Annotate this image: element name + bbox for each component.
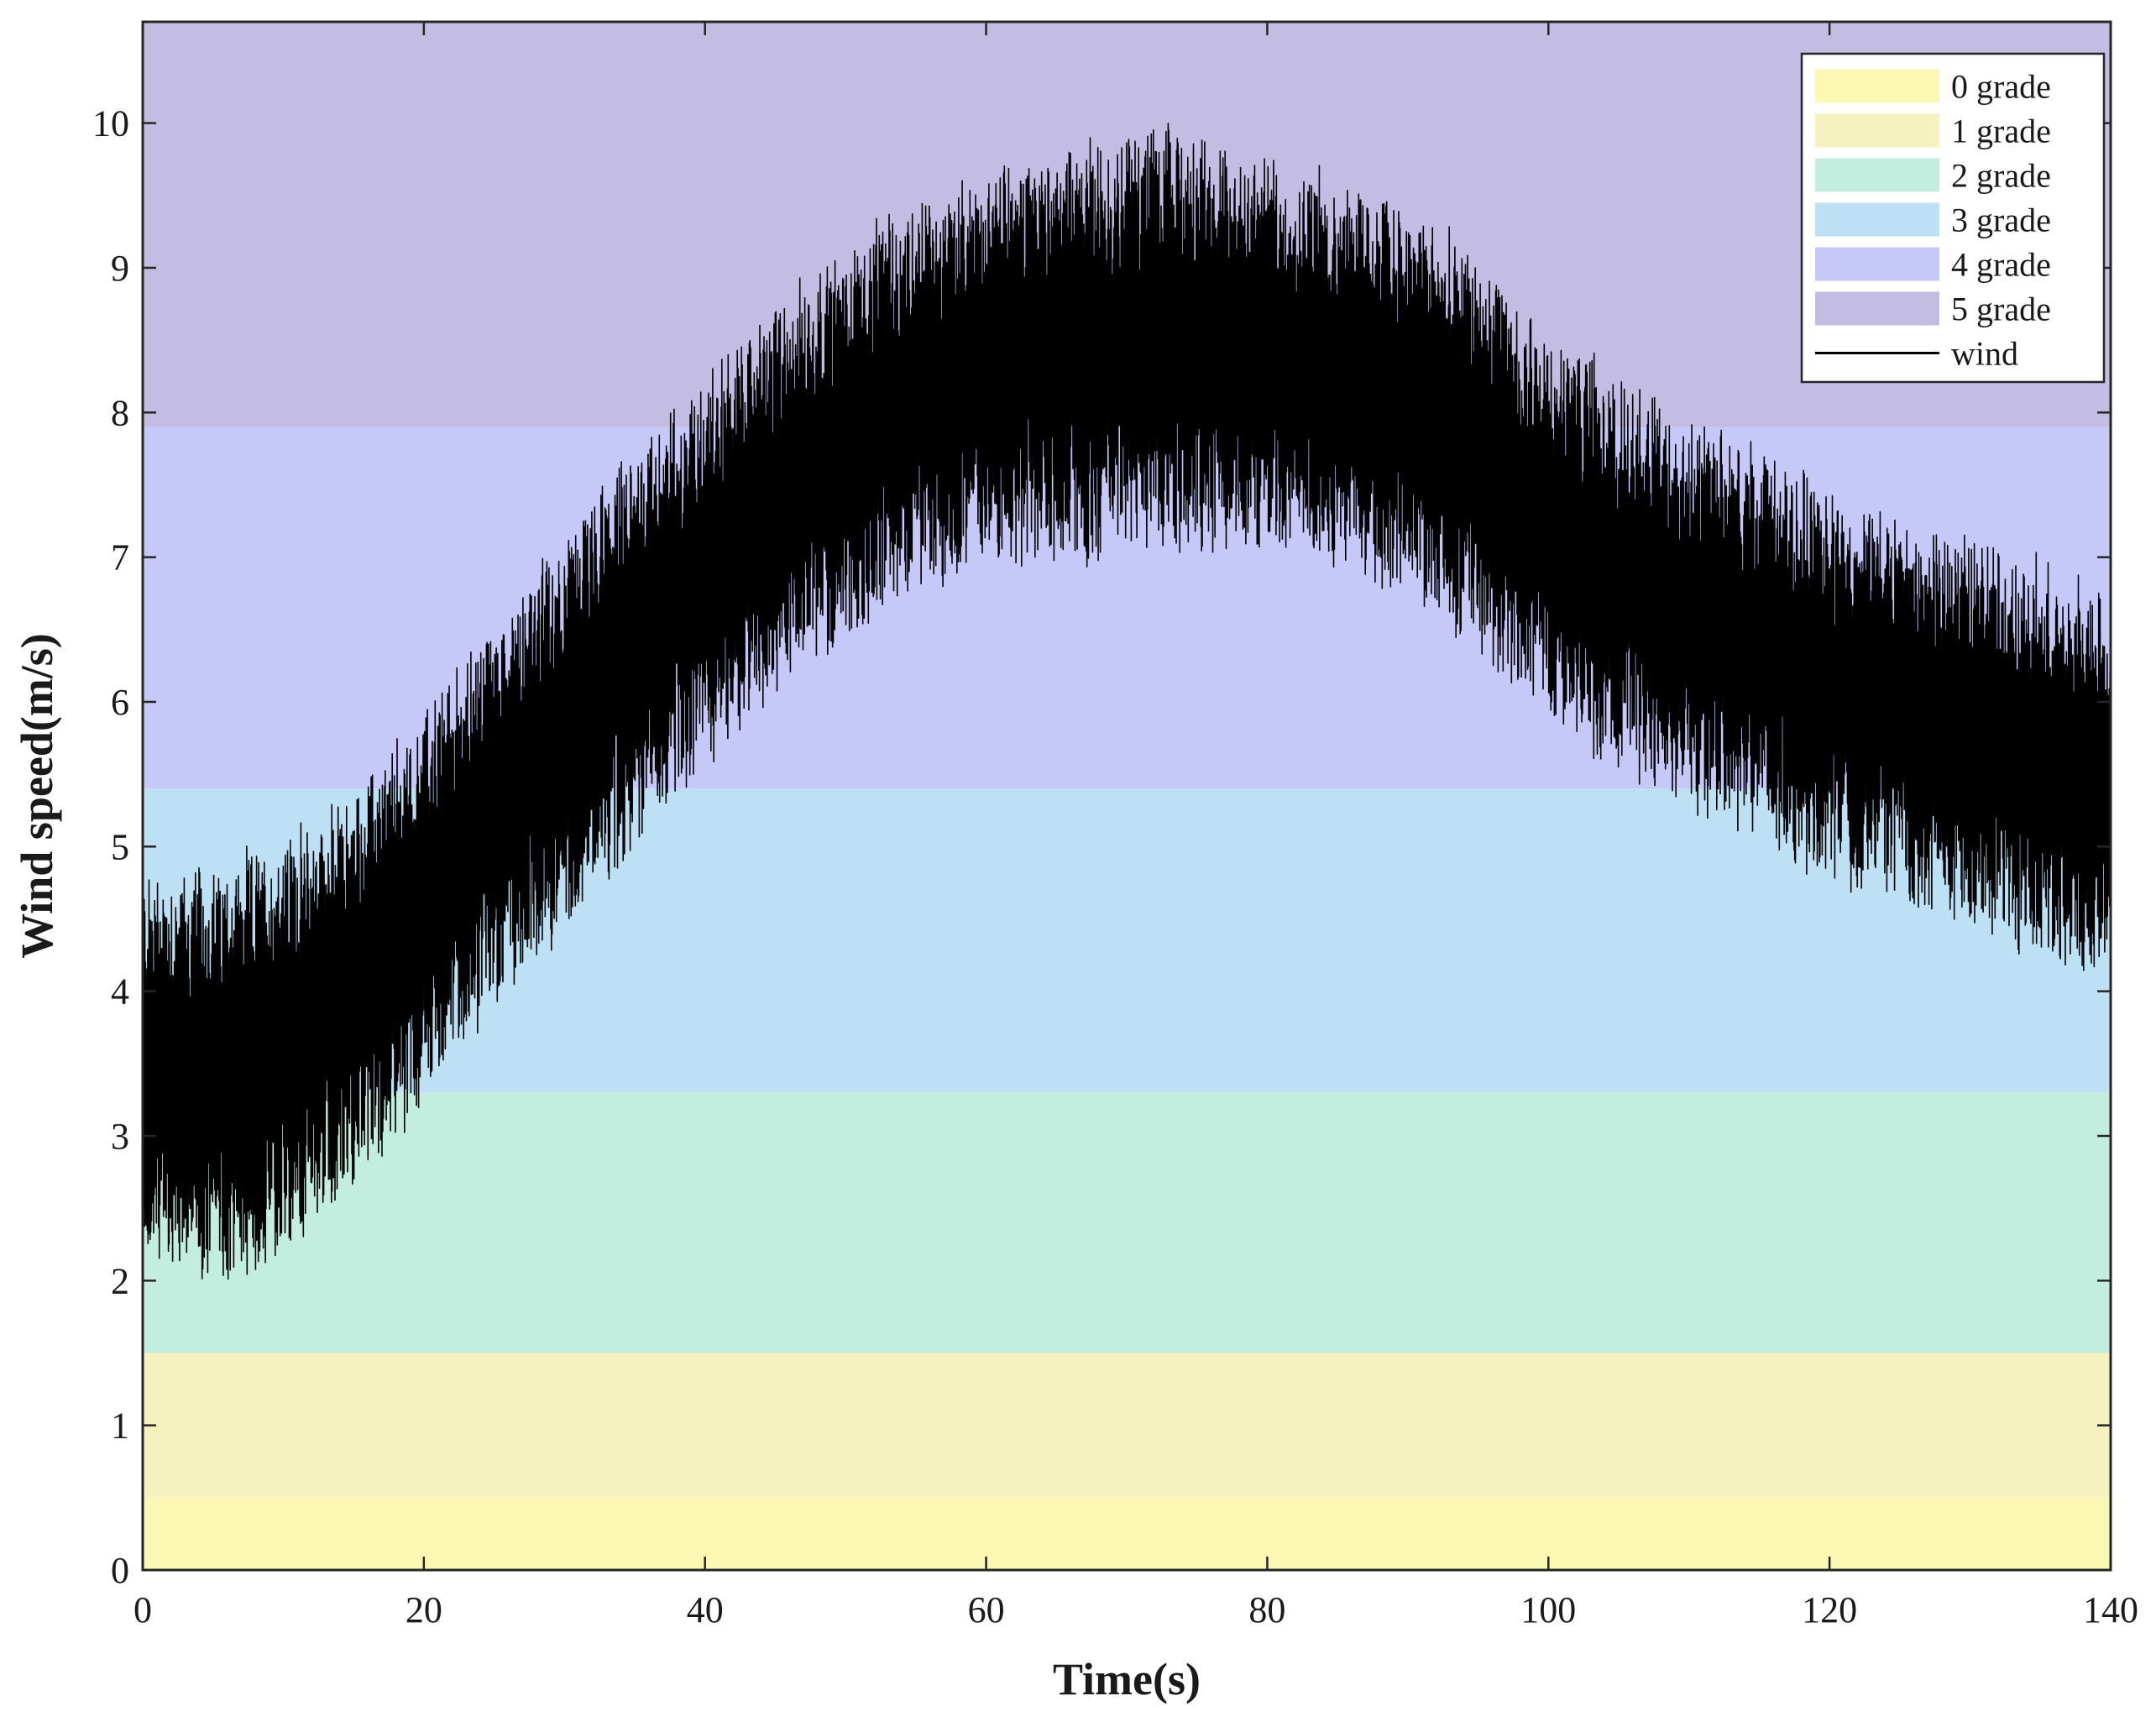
legend-label-6: wind [1951, 335, 2018, 373]
legend-label-3: 3 grade [1951, 202, 2051, 239]
legend-swatch-5 [1815, 291, 1939, 326]
band-2 [143, 1092, 2111, 1353]
legend-swatch-4 [1815, 247, 1939, 281]
y-tick-label-8: 8 [111, 392, 129, 433]
legend-swatch-0 [1815, 69, 1939, 103]
y-tick-label-6: 6 [111, 682, 129, 723]
band-0 [143, 1497, 2111, 1570]
legend-label-1: 1 grade [1951, 113, 2051, 150]
y-tick-label-5: 5 [111, 826, 129, 867]
legend-label-5: 5 grade [1951, 290, 2051, 328]
legend-label-0: 0 grade [1951, 68, 2051, 106]
x-tick-label-120: 120 [1802, 1589, 1857, 1630]
x-tick-label-80: 80 [1248, 1589, 1285, 1630]
series-layer [142, 123, 2112, 1280]
legend-swatch-1 [1815, 113, 1939, 148]
band-1 [143, 1353, 2111, 1498]
plot-frame [141, 20, 2112, 1572]
y-tick-label-9: 9 [111, 248, 129, 289]
y-tick-label-2: 2 [111, 1260, 129, 1301]
y-tick-label-10: 10 [92, 103, 129, 144]
legend-swatch-2 [1815, 158, 1939, 192]
x-tick-label-20: 20 [406, 1589, 442, 1630]
y-tick-label-4: 4 [111, 971, 129, 1013]
series-line-wind [142, 123, 2112, 1280]
x-axis-title: Time(s) [1053, 1654, 1201, 1704]
x-tick-label-60: 60 [968, 1589, 1005, 1630]
x-tick-label-0: 0 [133, 1589, 152, 1630]
legend-label-2: 2 grade [1951, 157, 2051, 195]
y-tick-label-0: 0 [111, 1550, 129, 1591]
y-tick-label-7: 7 [111, 537, 129, 578]
y-tick-label-1: 1 [111, 1405, 129, 1447]
legend-swatch-3 [1815, 202, 1939, 237]
y-tick-label-3: 3 [111, 1116, 129, 1157]
axis-ticks: 0 20 40 60 80 100 120 140 0 1 2 3 4 5 6 7 8 9 10 [92, 22, 2138, 1630]
x-tick-label-100: 100 [1520, 1589, 1576, 1630]
y-axis-title: Wind speed(m/s) [12, 633, 62, 959]
x-tick-label-140: 140 [2083, 1589, 2138, 1630]
legend: 0 grade 1 grade 2 grade 3 grade 4 grade 5 gra… [1800, 52, 2106, 384]
x-tick-label-40: 40 [687, 1589, 724, 1630]
legend-label-4: 4 grade [1951, 246, 2051, 284]
